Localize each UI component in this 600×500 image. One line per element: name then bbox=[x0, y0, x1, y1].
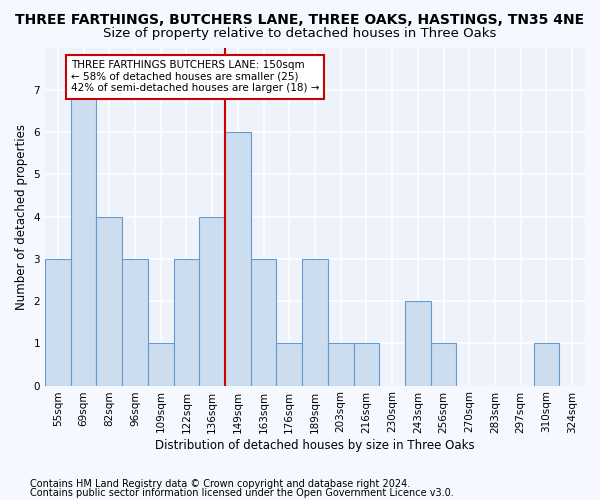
Bar bbox=[353, 344, 379, 386]
Bar bbox=[97, 216, 122, 386]
Bar bbox=[71, 90, 97, 386]
Text: Contains public sector information licensed under the Open Government Licence v3: Contains public sector information licen… bbox=[30, 488, 454, 498]
Bar bbox=[277, 344, 302, 386]
X-axis label: Distribution of detached houses by size in Three Oaks: Distribution of detached houses by size … bbox=[155, 440, 475, 452]
Bar bbox=[328, 344, 353, 386]
Bar bbox=[533, 344, 559, 386]
Bar bbox=[45, 259, 71, 386]
Text: THREE FARTHINGS BUTCHERS LANE: 150sqm
← 58% of detached houses are smaller (25)
: THREE FARTHINGS BUTCHERS LANE: 150sqm ← … bbox=[71, 60, 319, 94]
Bar bbox=[173, 259, 199, 386]
Bar bbox=[431, 344, 457, 386]
Y-axis label: Number of detached properties: Number of detached properties bbox=[15, 124, 28, 310]
Bar bbox=[199, 216, 225, 386]
Text: Size of property relative to detached houses in Three Oaks: Size of property relative to detached ho… bbox=[103, 28, 497, 40]
Bar bbox=[225, 132, 251, 386]
Bar bbox=[405, 301, 431, 386]
Bar bbox=[148, 344, 173, 386]
Text: Contains HM Land Registry data © Crown copyright and database right 2024.: Contains HM Land Registry data © Crown c… bbox=[30, 479, 410, 489]
Bar bbox=[122, 259, 148, 386]
Bar bbox=[302, 259, 328, 386]
Bar bbox=[251, 259, 277, 386]
Text: THREE FARTHINGS, BUTCHERS LANE, THREE OAKS, HASTINGS, TN35 4NE: THREE FARTHINGS, BUTCHERS LANE, THREE OA… bbox=[16, 12, 584, 26]
